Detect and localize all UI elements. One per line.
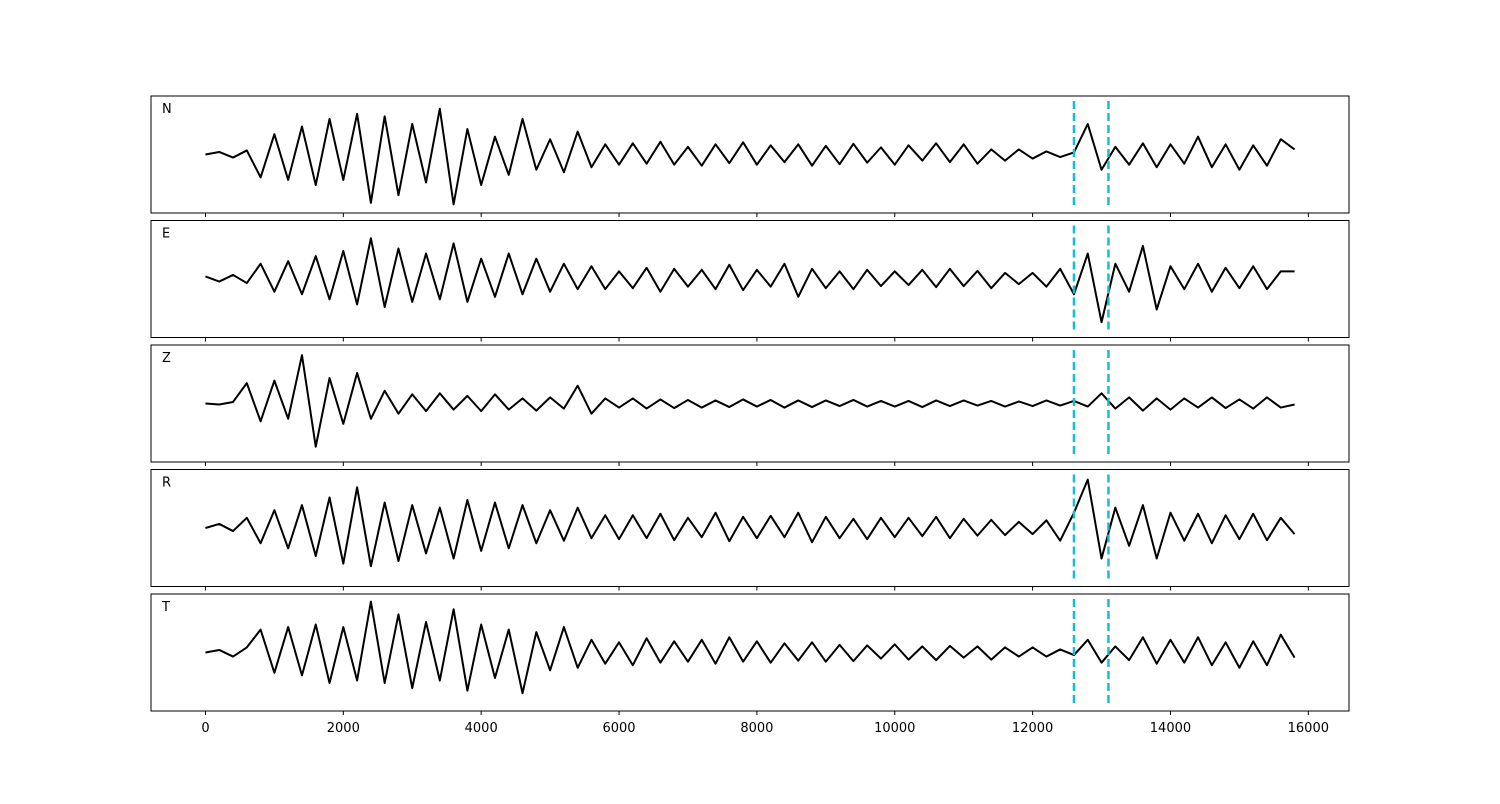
trace <box>205 107 1296 206</box>
panel-label: T <box>161 600 170 615</box>
x-tick-label: 2000 <box>327 721 360 736</box>
trace <box>205 354 1295 448</box>
x-tick-label: 10000 <box>874 721 915 736</box>
panel-label: N <box>162 102 172 117</box>
panel-frame <box>150 344 1350 463</box>
x-tick-label: 14000 <box>1150 721 1191 736</box>
panel-frame <box>150 593 1350 712</box>
panel-frame <box>150 469 1350 587</box>
panel-label: R <box>162 476 171 491</box>
x-tick-label: 8000 <box>740 721 773 736</box>
panel-frame <box>150 95 1350 214</box>
x-tick-label: 12000 <box>1012 721 1053 736</box>
trace <box>205 478 1296 568</box>
x-tick-label: 16000 <box>1288 721 1329 736</box>
trace <box>205 600 1296 695</box>
x-tick-label: 6000 <box>602 721 635 736</box>
panel-frame <box>150 220 1350 338</box>
x-tick-label: 0 <box>201 721 209 736</box>
panel-label: E <box>162 227 170 242</box>
x-tick-label: 4000 <box>465 721 498 736</box>
trace <box>205 237 1295 324</box>
panel-label: Z <box>162 351 171 366</box>
